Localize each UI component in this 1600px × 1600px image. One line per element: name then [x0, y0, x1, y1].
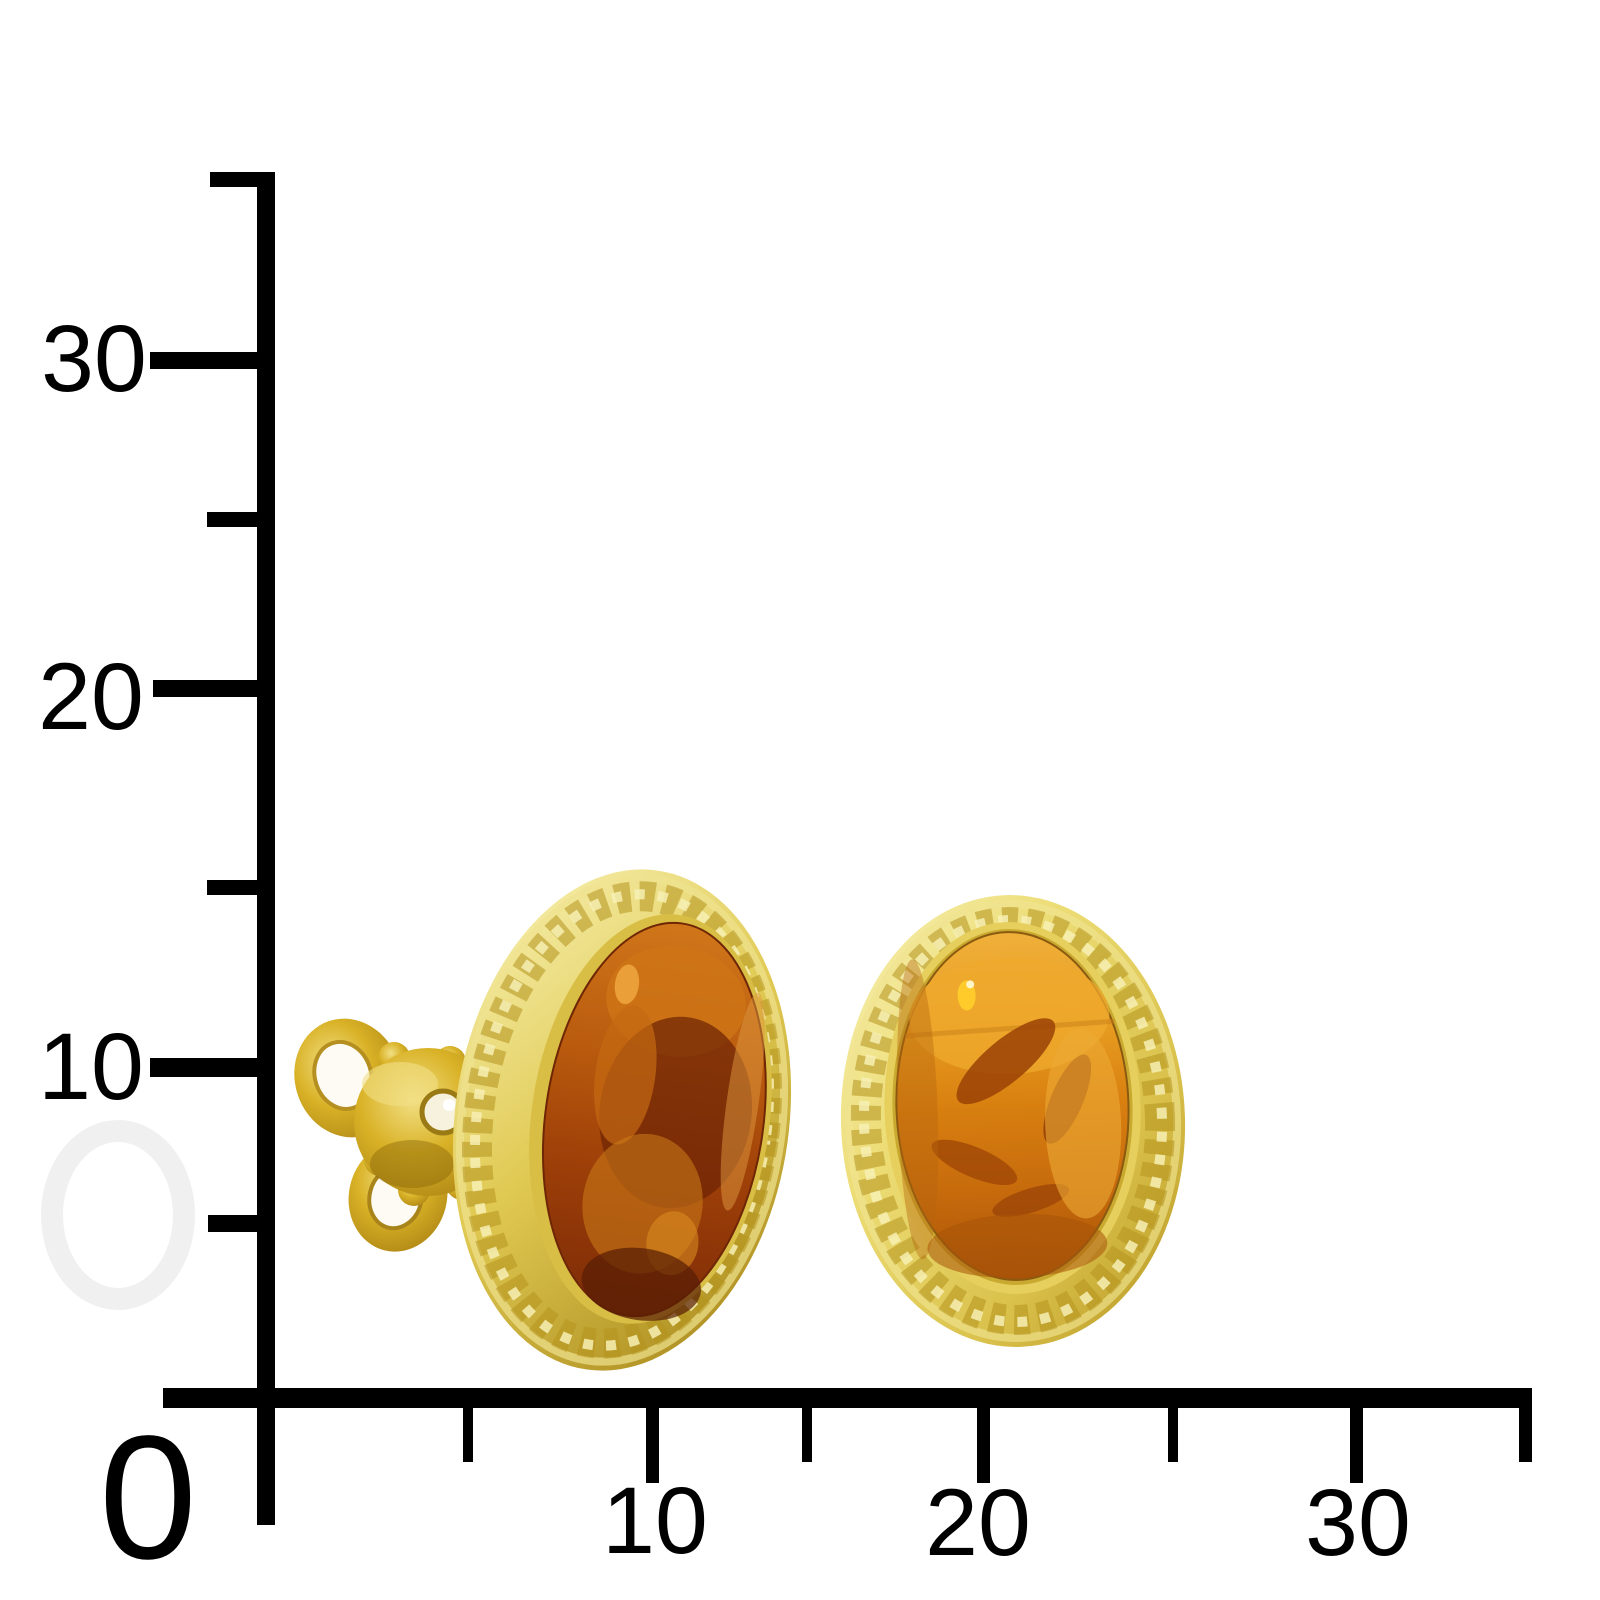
h-label-20: 20 [925, 1470, 1031, 1576]
v-tick-30 [150, 352, 257, 369]
faint-ring-watermark [41, 1120, 195, 1310]
v-label-10: 10 [38, 1014, 144, 1120]
v-tick-20 [153, 680, 257, 697]
horizontal-ruler [163, 1388, 1532, 1483]
origin-label: 0 [99, 1400, 197, 1596]
v-tick-25 [207, 512, 257, 527]
v-tick-cap [210, 172, 257, 187]
horizontal-ruler-line [163, 1388, 1532, 1408]
h-tick-30 [1350, 1406, 1363, 1483]
h-tick-cap [1519, 1406, 1532, 1462]
v-label-20: 20 [38, 644, 144, 750]
h-tick-5 [463, 1406, 473, 1462]
left-earring-head [452, 869, 792, 1371]
millimetre-scale: 30 20 10 0 10 20 30 [38, 172, 1532, 1596]
h-tick-10 [646, 1406, 659, 1483]
vertical-ruler-line [257, 172, 275, 1525]
vertical-ruler [150, 172, 275, 1525]
v-tick-15 [207, 880, 257, 895]
h-tick-15 [802, 1406, 812, 1462]
h-tick-20 [977, 1406, 990, 1483]
h-label-10: 10 [602, 1468, 708, 1574]
h-label-30: 30 [1305, 1470, 1411, 1576]
right-stone-inclusions [896, 957, 1122, 1279]
left-stone-inclusions [581, 946, 765, 1321]
h-tick-25 [1168, 1406, 1178, 1462]
right-earring [840, 895, 1186, 1347]
v-tick-5 [208, 1215, 257, 1232]
v-label-30: 30 [41, 306, 147, 412]
v-tick-10 [150, 1058, 257, 1077]
left-earring [294, 869, 792, 1371]
right-earring-head [840, 895, 1186, 1347]
